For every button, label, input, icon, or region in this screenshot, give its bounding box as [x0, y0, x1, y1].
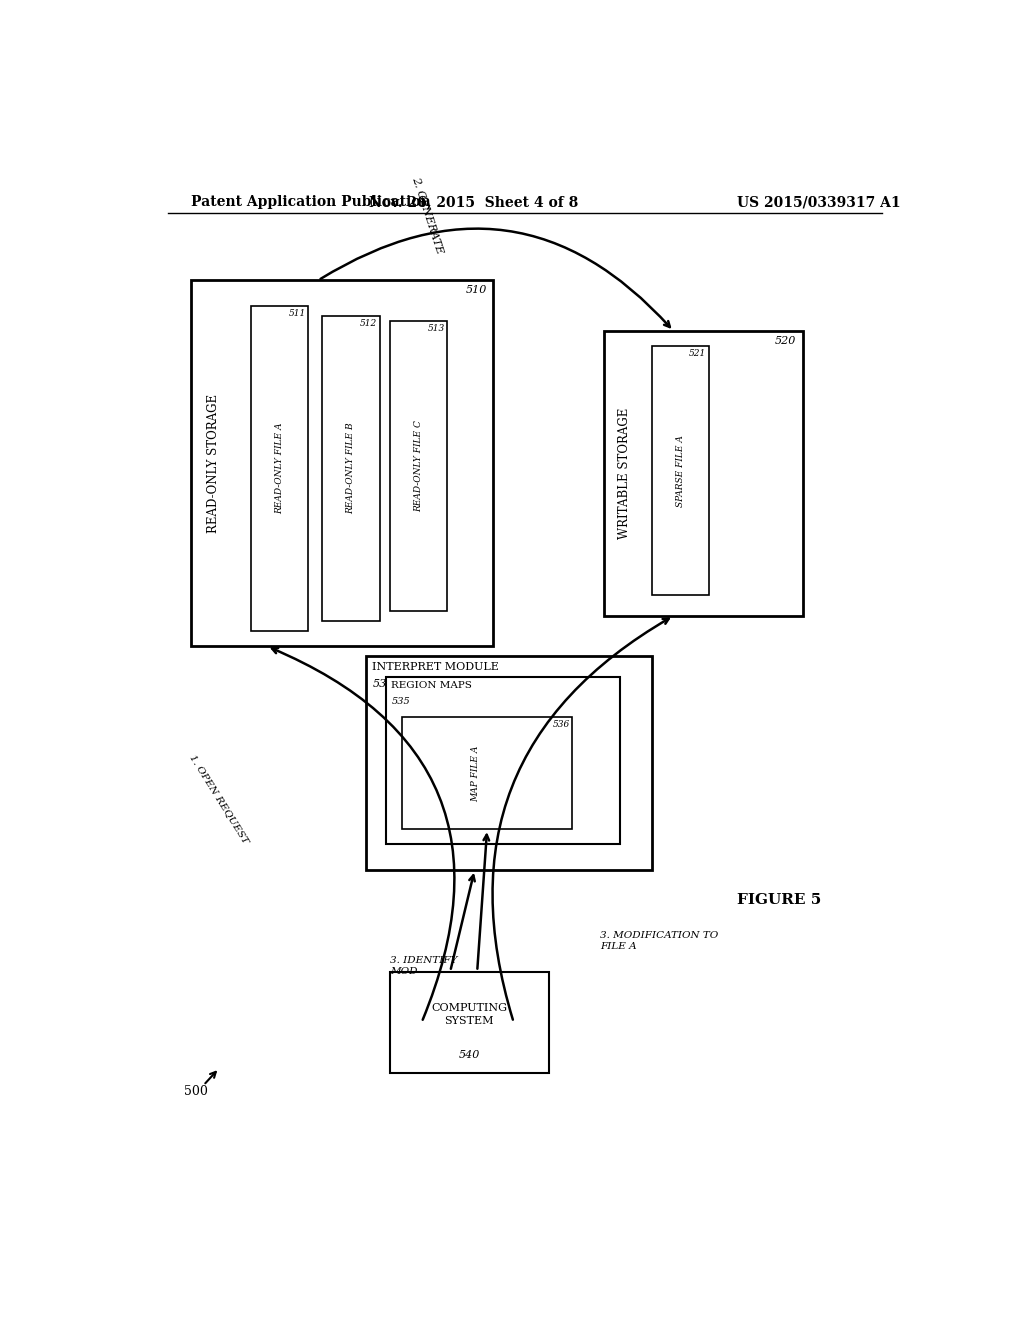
Text: 500: 500	[183, 1085, 208, 1098]
Bar	[251, 306, 308, 631]
Bar	[401, 718, 572, 829]
Text: WRITABLE STORAGE: WRITABLE STORAGE	[617, 408, 631, 539]
Text: 511: 511	[289, 309, 306, 318]
Text: 535: 535	[391, 697, 411, 706]
Text: Patent Application Publication: Patent Application Publication	[191, 195, 431, 209]
Text: READ-ONLY FILE A: READ-ONLY FILE A	[275, 422, 284, 515]
Text: 510: 510	[465, 285, 486, 296]
Text: MAP FILE A: MAP FILE A	[471, 744, 479, 801]
Text: 521: 521	[689, 350, 707, 359]
Text: SPARSE FILE A: SPARSE FILE A	[676, 436, 685, 507]
Text: 540: 540	[459, 1049, 480, 1060]
Bar	[367, 656, 651, 870]
Text: 513: 513	[427, 325, 444, 333]
Text: READ-ONLY STORAGE: READ-ONLY STORAGE	[207, 393, 220, 533]
Text: 3. MODIFICATION TO
FILE A: 3. MODIFICATION TO FILE A	[600, 931, 719, 950]
Bar	[390, 321, 447, 611]
Bar	[386, 677, 621, 845]
Bar	[323, 315, 380, 620]
Bar	[652, 346, 709, 595]
Text: FIGURE 5: FIGURE 5	[736, 894, 821, 907]
Text: 536: 536	[553, 721, 570, 730]
Text: Nov. 26, 2015  Sheet 4 of 8: Nov. 26, 2015 Sheet 4 of 8	[369, 195, 578, 209]
Text: 530: 530	[373, 678, 394, 689]
Text: INTERPRET MODULE: INTERPRET MODULE	[373, 661, 500, 672]
Bar	[604, 331, 803, 615]
Text: 3. IDENTIFY
MOD: 3. IDENTIFY MOD	[390, 956, 458, 977]
Text: READ-ONLY FILE B: READ-ONLY FILE B	[346, 422, 355, 515]
Text: READ-ONLY FILE C: READ-ONLY FILE C	[414, 420, 423, 512]
Text: 1. OPEN REQUEST: 1. OPEN REQUEST	[188, 752, 251, 845]
Text: REGION MAPS: REGION MAPS	[391, 681, 472, 690]
Text: US 2015/0339317 A1: US 2015/0339317 A1	[736, 195, 900, 209]
Text: 2. GENERATE: 2. GENERATE	[410, 176, 444, 255]
Text: 520: 520	[775, 337, 797, 346]
Text: 512: 512	[360, 319, 377, 327]
Bar	[390, 972, 549, 1073]
Bar	[191, 280, 494, 647]
Text: COMPUTING
SYSTEM: COMPUTING SYSTEM	[431, 1003, 507, 1026]
